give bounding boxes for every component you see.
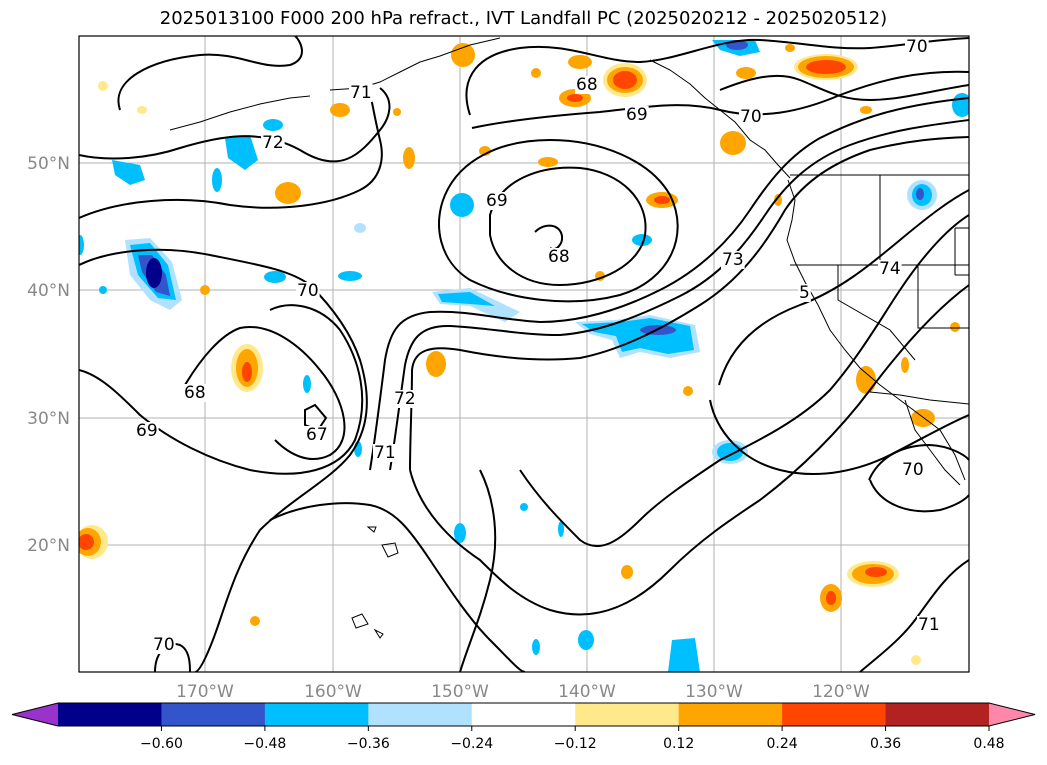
contour-label-halo <box>135 422 159 440</box>
contour-label: 68 <box>548 247 570 267</box>
contour-label-halo <box>901 461 925 479</box>
map-frame <box>78 35 970 673</box>
contour-label-group: 72 71 68 69 70 68 69 70 73 74 5 70 68 69… <box>135 37 941 655</box>
lat-label: 40°N <box>27 281 70 301</box>
colorbar-extend-low <box>12 703 58 726</box>
lon-label: 130°W <box>685 682 743 702</box>
contour-label: 72 <box>394 389 416 409</box>
colorbar-tick-label: −0.24 <box>450 736 493 752</box>
contour-label: 71 <box>918 615 940 635</box>
contour-label: 69 <box>486 191 508 211</box>
lon-label: 140°W <box>558 682 616 702</box>
colorbar-segment <box>471 703 576 726</box>
contour-label: 68 <box>576 75 598 95</box>
contour-label-halo <box>547 248 571 266</box>
latitude-labels: 20°N 30°N 40°N 50°N <box>27 154 70 556</box>
contour-label: 70 <box>297 281 319 301</box>
colorbar-tick-label: 0.24 <box>767 736 798 752</box>
contour-label: 70 <box>906 37 928 57</box>
longitude-labels: 170°W 160°W 150°W 140°W 130°W 120°W <box>176 682 870 702</box>
colorbar-segment <box>782 703 887 726</box>
contour-label-halo <box>152 636 176 654</box>
colorbar-tick-label: −0.36 <box>347 736 390 752</box>
colorbar-tick-label: 0.12 <box>663 736 694 752</box>
lat-label: 20°N <box>27 536 70 556</box>
colorbar-segment <box>885 703 990 726</box>
map-title: 2025013100 F000 200 hPa refract., IVT La… <box>159 8 888 29</box>
lon-label: 150°W <box>431 682 489 702</box>
lon-label: 160°W <box>304 682 362 702</box>
contour-label: 72 <box>262 133 284 153</box>
contour-label: 70 <box>153 635 175 655</box>
contour-label-halo <box>183 384 207 402</box>
contour-label: 67 <box>306 425 328 445</box>
colorbar-tick-label: −0.60 <box>140 736 183 752</box>
colorbar-extend-high <box>989 703 1035 726</box>
lon-label: 120°W <box>812 682 870 702</box>
contour-label: 71 <box>374 443 396 463</box>
colorbar-segment <box>58 703 162 726</box>
contour-label-halo <box>905 38 929 56</box>
colorbar-tick-label: 0.48 <box>973 736 1004 752</box>
contour-label: 69 <box>626 105 648 125</box>
contour-label-halo <box>625 106 649 124</box>
contour-label-halo <box>721 251 745 269</box>
contour-label-halo <box>485 192 509 210</box>
refractivity-contours <box>79 36 969 672</box>
lat-label: 30°N <box>27 409 70 429</box>
contour-label-halo <box>798 284 811 302</box>
lon-label: 170°W <box>176 682 234 702</box>
contour-label: 70 <box>902 460 924 480</box>
contour-label-halo <box>878 260 902 278</box>
colorbar-segment <box>678 703 783 726</box>
colorbar-tick-label: −0.12 <box>554 736 597 752</box>
contour-label-halo <box>739 108 763 126</box>
colorbar-segment <box>264 703 369 726</box>
anomaly-fills <box>79 40 969 672</box>
contour-label-halo <box>917 616 941 634</box>
contour-label-halo <box>575 76 599 94</box>
contour-label: 73 <box>722 250 744 270</box>
graticule <box>79 36 969 672</box>
coastlines <box>169 37 969 639</box>
contour-label-halo <box>296 282 320 300</box>
colorbar-tick-label: 0.36 <box>870 736 901 752</box>
contour-label: 5 <box>799 283 810 303</box>
contour-label: 70 <box>740 107 762 127</box>
contour-label-halo <box>393 390 417 408</box>
colorbar-segment <box>161 703 266 726</box>
colorbar-tick-label: −0.48 <box>243 736 286 752</box>
colorbar-segment <box>368 703 473 726</box>
contour-label: 68 <box>184 383 206 403</box>
contour-label: 69 <box>136 421 158 441</box>
contour-label-halo <box>305 426 329 444</box>
contour-label: 74 <box>879 259 901 279</box>
contour-label-halo <box>261 134 285 152</box>
colorbar-segment <box>575 703 680 726</box>
contour-label-halo <box>373 444 397 462</box>
colorbar: −0.60 −0.48 −0.36 −0.24 −0.12 0.12 0.24 0.36 0.4… <box>11 702 1036 752</box>
lat-label: 50°N <box>27 154 70 174</box>
contour-label-halo <box>349 84 373 102</box>
contour-label: 71 <box>350 83 372 103</box>
